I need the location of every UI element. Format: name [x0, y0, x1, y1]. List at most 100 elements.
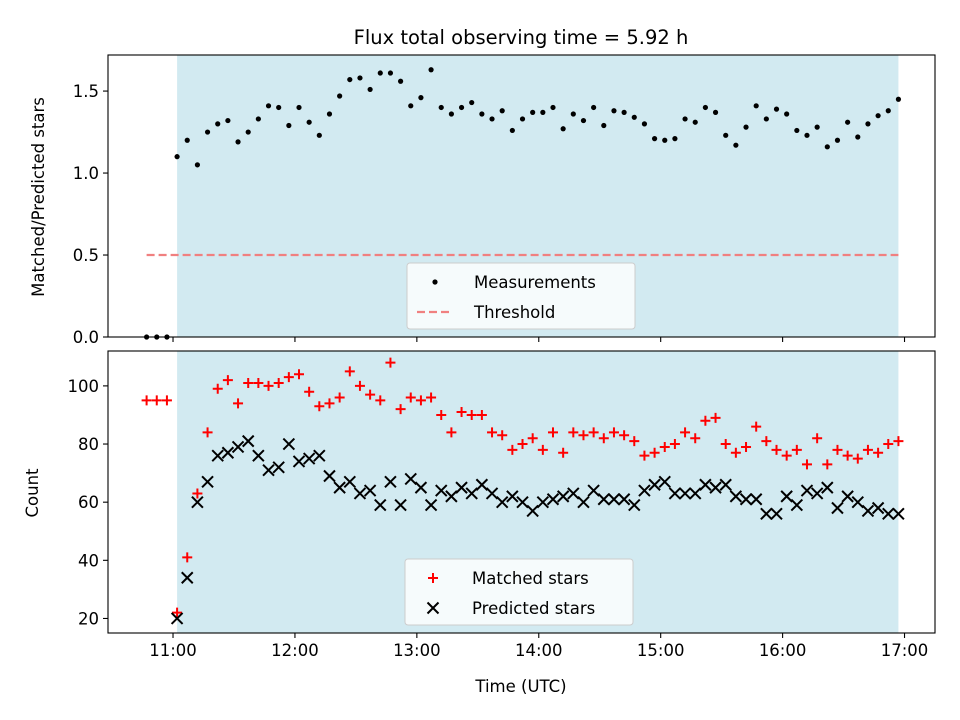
predicted-star-point — [445, 490, 458, 503]
predicted-star-point — [780, 490, 793, 503]
predicted-star-point — [241, 434, 255, 448]
y-tick-label: 20 — [78, 609, 99, 628]
matched-star-point — [507, 444, 518, 455]
predicted-star-point — [181, 571, 194, 584]
predicted-star-point — [506, 490, 519, 503]
matched-star-point — [700, 415, 711, 426]
matched-star-point — [314, 401, 325, 412]
predicted-star-point — [526, 504, 539, 518]
measurement-point — [306, 119, 312, 125]
matched-star-point — [243, 377, 254, 388]
measurement-point — [519, 116, 526, 122]
matched-star-point — [222, 375, 233, 386]
predicted-star-point — [689, 487, 702, 500]
x-tick-label: 12:00 — [271, 641, 319, 660]
predicted-star-point — [323, 469, 336, 483]
matched-star-point — [822, 459, 833, 470]
matched-star-point — [517, 439, 528, 450]
measurement-point — [773, 106, 780, 112]
matched-star-point — [812, 433, 823, 444]
predicted-star-point — [272, 461, 285, 474]
matched-star-point — [608, 427, 619, 438]
matched-star-point — [883, 439, 894, 450]
matched-star-point — [568, 427, 579, 438]
y-tick-label: 1.0 — [73, 164, 99, 183]
predicted-star-point — [587, 484, 600, 497]
measurement-point — [367, 86, 373, 93]
measurement-point — [601, 122, 607, 129]
top-y-axis-label: Matched/Predicted stars — [29, 97, 48, 297]
measurement-point — [804, 132, 810, 138]
x-tick-label: 11:00 — [149, 641, 197, 660]
matched-star-point — [446, 427, 457, 438]
measurement-point — [469, 99, 475, 106]
measurement-point — [855, 134, 861, 140]
measurement-point — [682, 116, 688, 122]
predicted-star-point — [374, 498, 387, 512]
predicted-star-point — [617, 493, 631, 506]
matched-star-point — [659, 441, 670, 452]
measurement-point — [631, 114, 637, 120]
matched-star-point — [730, 447, 741, 458]
predicted-star-point — [363, 484, 377, 497]
predicted-star-point — [455, 481, 468, 494]
matched-star-point — [781, 450, 792, 461]
measurement-point — [509, 127, 515, 134]
predicted-star-point — [282, 437, 296, 451]
bottom-y-axis-label: Count — [23, 468, 42, 518]
predicted-star-point — [607, 493, 621, 506]
matched-star-point — [395, 404, 406, 415]
x-tick-label: 16:00 — [759, 641, 807, 660]
predicted-star-point — [892, 507, 905, 521]
measurement-point — [895, 96, 902, 102]
predicted-star-point — [851, 495, 864, 509]
predicted-star-point — [546, 493, 560, 506]
measurement-point — [194, 162, 201, 168]
predicted-star-point — [404, 472, 417, 486]
legend-marker-predicted — [426, 601, 440, 615]
matched-star-point — [212, 383, 223, 394]
matched-star-point — [710, 412, 721, 423]
matched-star-point — [741, 441, 752, 452]
matched-star-point — [852, 453, 863, 464]
matched-star-point — [680, 427, 691, 438]
predicted-star-point — [699, 478, 712, 491]
matched-star-point — [751, 421, 762, 432]
legend-label: Measurements — [474, 273, 596, 292]
predicted-star-point — [841, 490, 854, 503]
matched-star-point — [690, 433, 701, 444]
matched-star-point — [202, 427, 213, 438]
matched-star-point — [294, 369, 305, 380]
measurement-point — [489, 116, 495, 122]
matched-star-point — [832, 444, 843, 455]
predicted-star-point — [353, 487, 367, 500]
bottom-panel-counts: 20 40 60 80 100 11:00 12:00 13:00 14:00 15:00 16:0… — [68, 350, 936, 660]
matched-star-point — [334, 392, 345, 403]
measurement-point — [733, 142, 739, 148]
predicted-star-point — [760, 507, 773, 521]
predicted-star-point — [556, 490, 570, 503]
predicted-star-point — [221, 446, 235, 459]
matched-star-point — [324, 398, 335, 409]
predicted-star-point — [252, 449, 265, 462]
predicted-star-point — [871, 501, 885, 515]
matched-star-point — [669, 439, 680, 450]
measurement-point — [702, 104, 708, 111]
matched-star-point — [354, 380, 365, 391]
chart-title: Flux total observing time = 5.92 h — [354, 26, 689, 49]
matched-star-point — [273, 377, 284, 388]
predicted-star-point — [485, 487, 499, 500]
predicted-star-point — [597, 493, 611, 506]
matched-star-point — [862, 444, 873, 455]
predicted-star-point — [414, 481, 428, 494]
measurement-point — [875, 113, 881, 119]
matched-star-point — [720, 439, 731, 450]
predicted-star-point — [424, 498, 438, 512]
measurement-point — [184, 137, 190, 143]
predicted-star-point — [567, 487, 580, 500]
matched-star-point — [761, 436, 772, 447]
matched-star-point — [192, 488, 203, 499]
measurement-point — [438, 104, 444, 111]
predicted-star-point — [170, 612, 184, 625]
predicted-star-point — [577, 495, 590, 509]
